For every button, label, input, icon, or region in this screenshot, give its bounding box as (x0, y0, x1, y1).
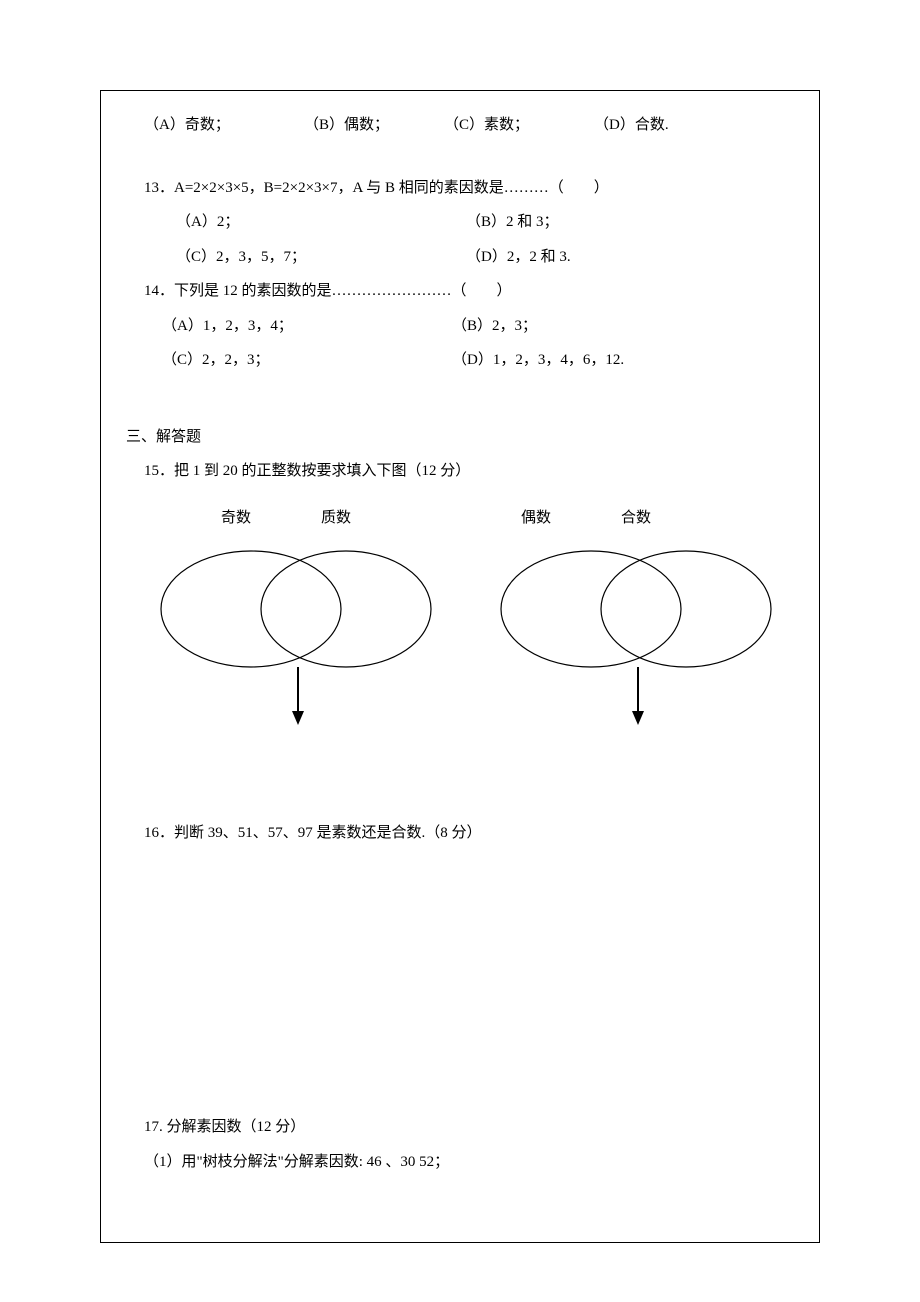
q16-answer-space (126, 853, 794, 1113)
venn2 (496, 529, 796, 749)
venn1-arrow-head (292, 711, 304, 725)
q14-option-A: （A）1，2，3，4； (162, 312, 452, 341)
venn1-ellipse-left (161, 551, 341, 667)
q12-option-C: （C）素数； (444, 111, 594, 140)
q14-stem: 14．下列是 12 的素因数的是……………………（ ） (126, 277, 794, 306)
venn1-svg (156, 529, 456, 729)
venn-diagrams-row (126, 529, 794, 749)
q12-option-B: （B）偶数； (304, 111, 444, 140)
venn2-ellipse-right (601, 551, 771, 667)
venn2-svg (496, 529, 796, 729)
q14-row2: （C）2，2，3； （D）1，2，3，4，6，12. (126, 346, 794, 375)
venn1-ellipse-right (261, 551, 431, 667)
q17-sub1: （1）用"树枝分解法"分解素因数: 46 、30 52； (126, 1148, 794, 1177)
q13-option-C: （C）2，3，5，7； (176, 243, 466, 272)
q15-stem: 15．把 1 到 20 的正整数按要求填入下图（12 分） (126, 457, 794, 486)
q13-row1: （A）2； （B）2 和 3； (126, 208, 794, 237)
venn1-right-label: 质数 (321, 506, 351, 527)
venn2-right-label: 合数 (621, 506, 651, 527)
q14-option-C: （C）2，2，3； (162, 346, 452, 375)
q13-row2: （C）2，3，5，7； （D）2，2 和 3. (126, 243, 794, 272)
page-frame: （A）奇数； （B）偶数； （C）素数； （D）合数. 13．A=2×2×3×5… (100, 90, 820, 1243)
q16-stem: 16．判断 39、51、57、97 是素数还是合数.（8 分） (126, 819, 794, 848)
q17-stem: 17. 分解素因数（12 分） (126, 1113, 794, 1142)
q13-option-D: （D）2，2 和 3. (466, 243, 571, 272)
venn-labels-row: 奇数 质数 偶数 合数 (126, 506, 794, 527)
venn2-left-label: 偶数 (521, 506, 551, 527)
q13-option-A: （A）2； (176, 208, 466, 237)
section3-heading: 三、解答题 (126, 423, 794, 452)
q12-option-A: （A）奇数； (144, 111, 304, 140)
venn1 (156, 529, 456, 749)
q14-option-D: （D）1，2，3，4，6，12. (452, 346, 624, 375)
q12-option-D: （D）合数. (594, 111, 744, 140)
q13-option-B: （B）2 和 3； (466, 208, 559, 237)
q14-option-B: （B）2，3； (452, 312, 537, 341)
venn1-left-label: 奇数 (221, 506, 251, 527)
venn2-ellipse-left (501, 551, 681, 667)
q12-options-row: （A）奇数； （B）偶数； （C）素数； （D）合数. (126, 111, 794, 140)
q14-row1: （A）1，2，3，4； （B）2，3； (126, 312, 794, 341)
q13-stem: 13．A=2×2×3×5，B=2×2×3×7，A 与 B 相同的素因数是………（… (126, 174, 794, 203)
venn2-arrow-head (632, 711, 644, 725)
